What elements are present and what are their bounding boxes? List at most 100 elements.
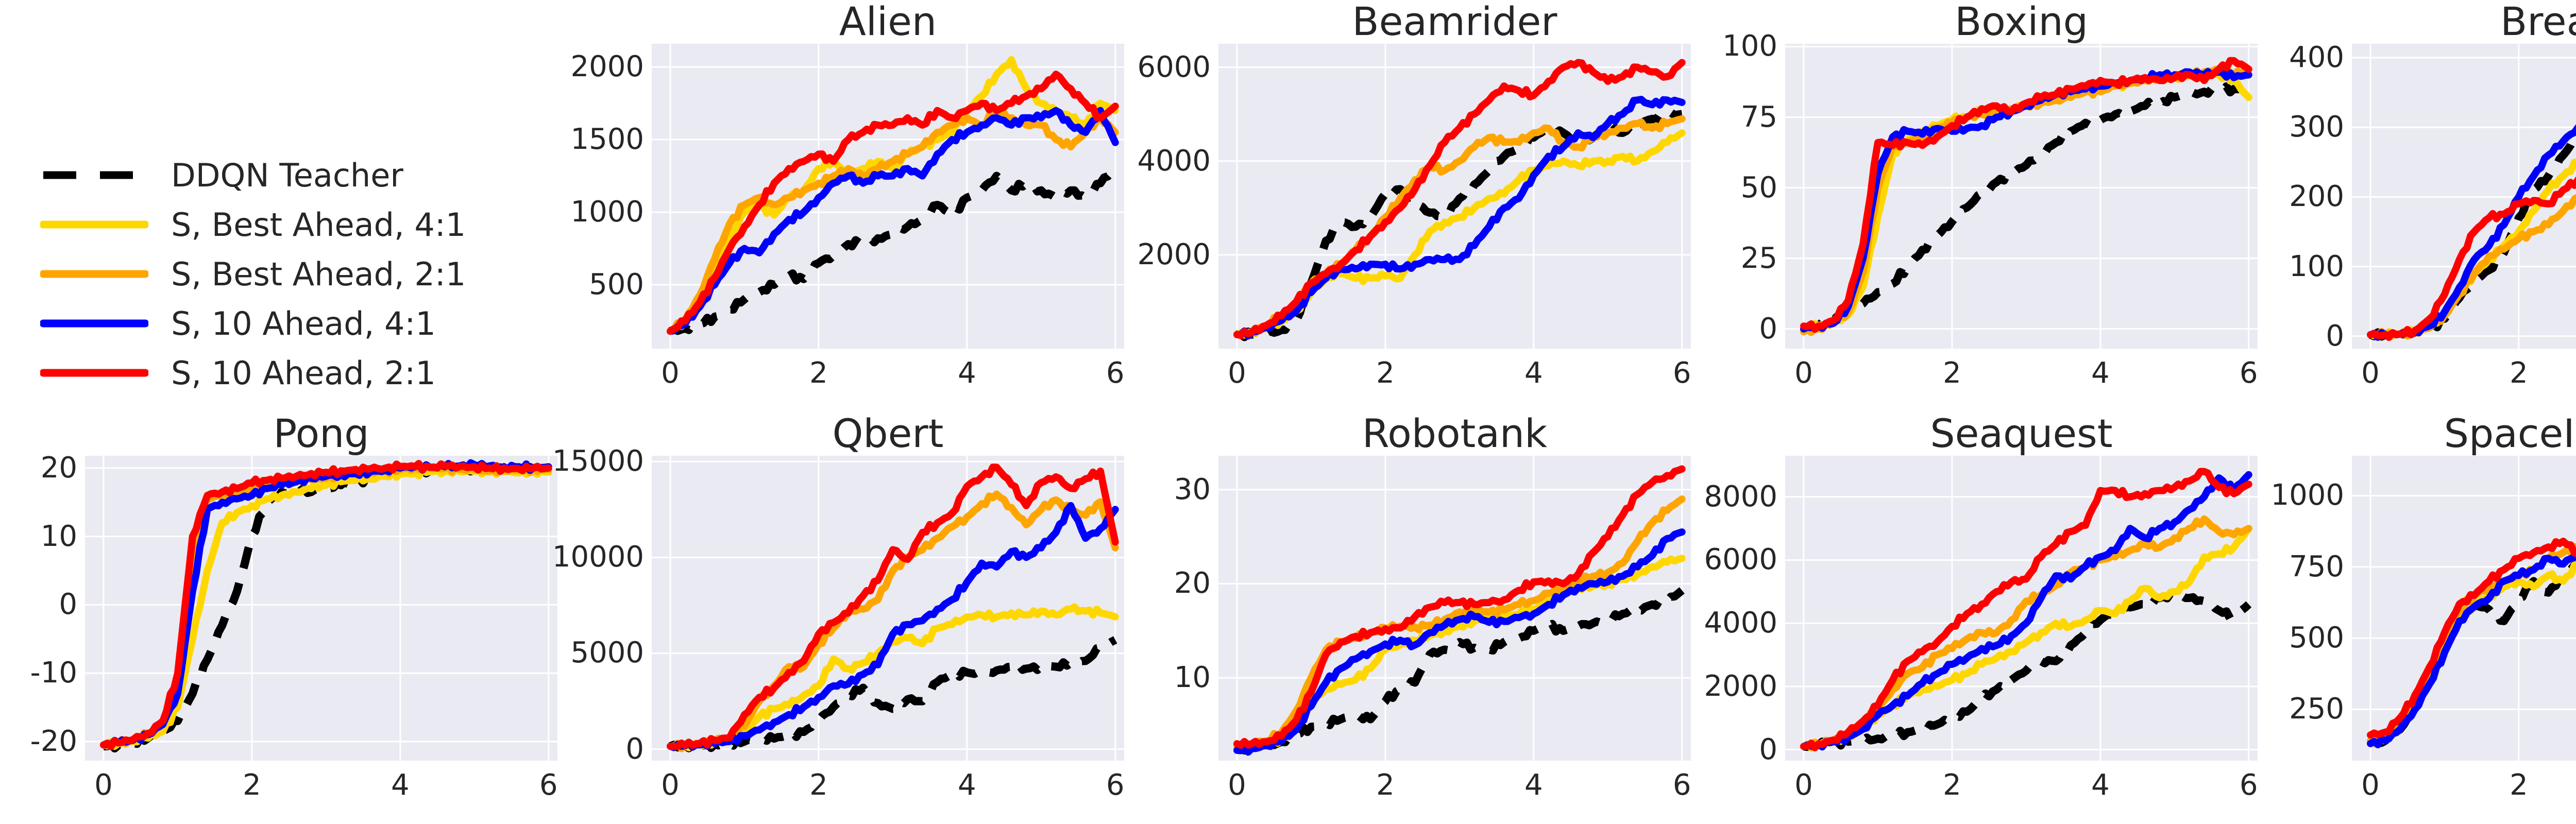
x-tick-label: 0 — [661, 768, 680, 802]
legend-item-s-best-ahead-4-1: S, Best Ahead, 4:1 — [40, 200, 466, 249]
x-tick-label: 2 — [1943, 356, 1961, 390]
x-tick-label: 6 — [1672, 768, 1691, 802]
y-tick-label: 0 — [2326, 319, 2344, 353]
x-tick-label: 4 — [957, 768, 976, 802]
y-tick-label: 300 — [2289, 110, 2344, 144]
series-line-s-10-ahead-2-1 — [99, 460, 552, 750]
chart-title: Alien — [839, 0, 937, 44]
x-tick-label: 6 — [1106, 356, 1125, 390]
y-tick-label: 5000 — [570, 636, 644, 670]
x-tick-label: 2 — [1376, 768, 1395, 802]
chart-seaquest: Seaquest 0 2000 4000 6000 8000 0 2 4 6 — [1700, 412, 2267, 824]
y-tick-label: 2000 — [1704, 669, 1777, 703]
y-tick-label: 20 — [40, 451, 77, 485]
series-line-s-10-ahead-2-1 — [2366, 537, 2576, 739]
legend-line-sample — [40, 319, 148, 328]
y-tick-label: 100 — [1722, 29, 1777, 63]
plot-area — [1218, 44, 1691, 349]
legend-item-label: DDQN Teacher — [171, 156, 403, 194]
chart-beamrider: Beamrider 2000 4000 6000 0 2 4 6 — [1133, 0, 1700, 412]
legend-item-ddqn-teacher: DDQN Teacher — [40, 150, 466, 200]
plot-area — [2352, 44, 2576, 349]
x-tick-label: 0 — [1794, 356, 1813, 390]
plot-area — [1785, 44, 2258, 349]
legend-dashed-line-sample — [43, 171, 145, 179]
y-tick-label: 8000 — [1704, 479, 1777, 513]
y-tick-label: 4000 — [1137, 144, 1211, 178]
y-tick-label: 25 — [1740, 241, 1777, 275]
legend-line-sample — [40, 220, 148, 229]
y-tick-label: 10 — [40, 519, 77, 553]
series-line-ddqn-teacher — [669, 636, 1117, 752]
y-tick-label: 400 — [2289, 41, 2344, 75]
x-tick-label: 0 — [1794, 768, 1813, 802]
series-line-s-best-ahead-4-1 — [2366, 159, 2576, 340]
x-tick-label: 2 — [809, 768, 828, 802]
series-line-s-10-ahead-2-1 — [1800, 468, 2252, 751]
series-line-s-best-ahead-2-1 — [666, 107, 1119, 335]
y-tick-label: 75 — [1740, 100, 1777, 134]
y-tick-label: 500 — [589, 267, 644, 301]
series-line-s-10-ahead-2-1 — [1233, 465, 1686, 749]
chart-pong: Pong -20 -10 0 10 20 0 2 4 6 — [0, 412, 567, 824]
y-tick-label: 2000 — [570, 50, 644, 84]
y-tick-label: 200 — [2289, 180, 2344, 214]
series-line-ddqn-teacher — [103, 462, 549, 753]
y-tick-label: 750 — [2289, 550, 2344, 583]
x-tick-label: 2 — [2510, 356, 2528, 390]
series-line-s-best-ahead-4-1 — [666, 56, 1119, 335]
legend-line-sample — [40, 369, 148, 377]
series-line-s-10-ahead-4-1 — [2366, 124, 2576, 341]
y-tick-label: 1000 — [570, 195, 644, 229]
y-tick-label: 30 — [1174, 472, 1211, 506]
y-tick-label: 100 — [2289, 249, 2344, 283]
y-tick-label: 0 — [1759, 732, 1777, 766]
plot-area — [2352, 456, 2576, 761]
series-line-s-10-ahead-4-1 — [2366, 550, 2576, 749]
series-line-s-10-ahead-2-1 — [666, 464, 1119, 750]
y-tick-label: 250 — [2289, 692, 2344, 726]
x-tick-label: 4 — [2091, 356, 2110, 390]
series-line-ddqn-teacher — [1803, 82, 2250, 333]
x-tick-label: 0 — [2361, 356, 2380, 390]
x-tick-label: 4 — [2091, 768, 2110, 802]
series-line-s-10-ahead-4-1 — [666, 107, 1119, 335]
chart-alien: Alien 500 1000 1500 2000 0 2 4 6 — [567, 0, 1133, 412]
x-tick-label: 4 — [391, 768, 410, 802]
series-line-s-10-ahead-2-1 — [666, 71, 1119, 335]
chart-title: Beamrider — [1352, 0, 1557, 44]
x-tick-label: 4 — [1524, 768, 1543, 802]
x-tick-label: 2 — [1943, 768, 1961, 802]
x-tick-label: 6 — [539, 768, 558, 802]
y-tick-label: -10 — [30, 656, 77, 690]
legend-item-label: S, Best Ahead, 2:1 — [171, 255, 466, 293]
plot-area — [652, 44, 1124, 349]
x-tick-label: 6 — [1106, 768, 1125, 802]
x-tick-label: 6 — [2239, 356, 2258, 390]
y-tick-label: 20 — [1174, 566, 1211, 600]
legend-line-sample — [40, 270, 148, 278]
chart-title: Boxing — [1955, 0, 2088, 44]
x-tick-label: 6 — [1672, 356, 1691, 390]
legend-item-label: S, Best Ahead, 4:1 — [171, 205, 466, 244]
series-line-ddqn-teacher — [1803, 588, 2252, 751]
x-tick-label: 0 — [2361, 768, 2380, 802]
y-tick-label: 6000 — [1704, 543, 1777, 577]
x-tick-label: 0 — [1228, 356, 1246, 390]
y-tick-label: 6000 — [1137, 50, 1211, 84]
x-tick-label: 2 — [809, 356, 828, 390]
legend-item-s-best-ahead-2-1: S, Best Ahead, 2:1 — [40, 249, 466, 299]
y-tick-label: 1500 — [570, 123, 644, 157]
series-line-ddqn-teacher — [668, 165, 1118, 335]
legend-item-s-10-ahead-4-1: S, 10 Ahead, 4:1 — [40, 299, 466, 348]
legend-item-s-10-ahead-2-1: S, 10 Ahead, 2:1 — [40, 348, 466, 398]
series-line-s-10-ahead-2-1 — [1800, 57, 2252, 333]
series-line-s-best-ahead-2-1 — [666, 490, 1119, 752]
y-tick-label: 1000 — [2270, 478, 2344, 512]
series-line-s-best-ahead-4-1 — [2366, 561, 2576, 748]
series-line-s-best-ahead-2-1 — [1233, 495, 1686, 750]
legend-item-label: S, 10 Ahead, 2:1 — [171, 354, 436, 392]
legend-item-label: S, 10 Ahead, 4:1 — [171, 304, 436, 342]
y-tick-label: 50 — [1740, 170, 1777, 204]
